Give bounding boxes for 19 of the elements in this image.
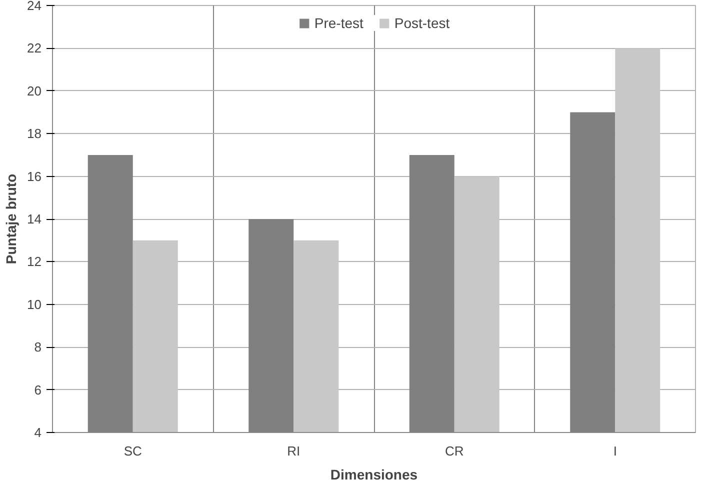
y-tick-label: 12 — [27, 254, 42, 270]
y-tick-label: 4 — [34, 425, 42, 440]
x-tick-label: CR — [444, 444, 464, 458]
legend-label: Post-test — [394, 15, 450, 31]
y-tick-label: 20 — [27, 83, 42, 98]
x-tick-label: I — [613, 444, 617, 458]
y-axis-title: Puntaje bruto — [3, 174, 20, 264]
x-tick-label: SC — [124, 444, 142, 458]
y-tick-label: 16 — [27, 168, 42, 184]
y-tick-label: 8 — [34, 340, 42, 355]
y-tick-label: 22 — [27, 40, 42, 56]
y-tick-label: 6 — [34, 382, 42, 398]
y-tick-label: 18 — [27, 126, 42, 142]
y-tick-label: 14 — [27, 212, 42, 226]
x-tick-label: RI — [287, 444, 300, 458]
y-tick-label: 10 — [27, 296, 42, 312]
x-axis-title: Dimensiones — [330, 466, 418, 482]
y-tick-label: 24 — [27, 0, 42, 13]
legend-label: Pre-test — [314, 15, 364, 31]
